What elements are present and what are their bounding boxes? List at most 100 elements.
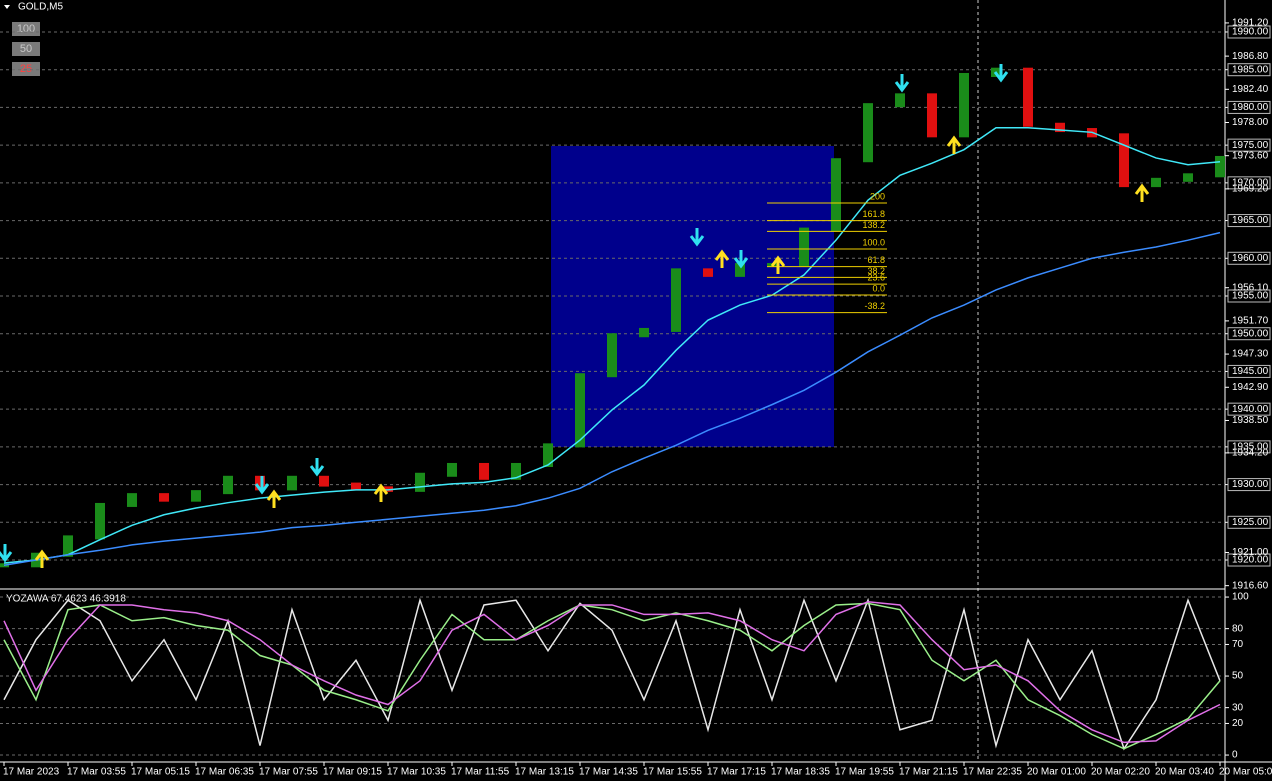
x-tick-label: 17 Mar 19:55 [835,767,894,778]
scale-button[interactable] [12,62,40,76]
x-tick-label: 20 Mar 01:00 [1027,767,1086,778]
fib-label: 200 [870,191,885,201]
x-tick-label: 17 Mar 17:15 [707,767,766,778]
x-tick-label: 17 Mar 18:35 [771,767,830,778]
x-tick-label: 17 Mar 22:35 [963,767,1022,778]
y-tick-label: 50 [1232,671,1244,682]
price-bar [863,103,873,163]
scale-button[interactable] [12,42,40,56]
indicator-line [3,127,1221,564]
price-bar [1023,67,1033,127]
price-bar [959,72,969,138]
price-bar [319,475,329,487]
y-tick-label: 1951.70 [1232,316,1269,327]
price-label-box [1227,214,1271,228]
x-tick-label: 20 Mar 03:40 [1155,767,1214,778]
y-tick-label: 1950.00 [1232,328,1269,339]
scale-button-label[interactable]: 100 [17,23,35,35]
price-bar [511,462,521,480]
y-tick-label: 1985.00 [1232,64,1269,75]
indicator-title: YOZAWA 67.4623 46.3918 [6,594,126,605]
fib-label: 100.0 [862,237,885,247]
price-bar [415,472,425,492]
y-tick-label: 1991.20 [1232,18,1269,29]
x-tick-label: 17 Mar 10:35 [387,767,446,778]
price-bar [1215,155,1225,178]
buy-arrow [946,135,962,154]
y-tick-label: 30 [1232,702,1244,713]
y-tick-label: 1955.00 [1232,291,1269,302]
fib-label: -38.2 [864,301,885,311]
x-tick-label: 17 Mar 07:55 [259,767,318,778]
price-bar [639,327,649,338]
y-tick-label: 1980.00 [1232,102,1269,113]
y-tick-label: 1940.00 [1232,404,1269,415]
sell-arrow [993,64,1009,83]
y-tick-label: 1965.00 [1232,215,1269,226]
x-tick-label: 17 Mar 21:15 [899,767,958,778]
y-tick-label: 1920.00 [1232,555,1269,566]
price-bar [1055,122,1065,133]
indicator-line [3,602,1221,750]
price-bar [927,93,937,138]
y-tick-label: 1930.00 [1232,479,1269,490]
price-label-box [1227,63,1271,77]
x-tick-label: 17 Mar 03:55 [67,767,126,778]
price-label-box [1227,327,1271,341]
price-label-box [1227,553,1271,567]
buy-arrow [34,549,50,568]
price-bar [543,443,553,467]
price-bar [159,493,169,502]
y-tick-label: 0 [1232,750,1238,761]
price-label-box [1227,176,1271,190]
buy-arrow [1134,183,1150,202]
y-tick-label: 1960.00 [1232,253,1269,264]
y-tick-label: 1978.00 [1232,117,1269,128]
price-label-box [1227,364,1271,378]
y-tick-label: 1956.10 [1232,282,1269,293]
fib-label: 61.8 [867,255,885,265]
price-bar [447,462,457,477]
y-tick-label: 1945.00 [1232,366,1269,377]
sell-arrow [894,74,910,93]
sell-arrow [0,544,13,563]
buy-arrow [266,489,282,508]
y-tick-label: 1934.20 [1232,448,1269,459]
price-bar [191,490,201,502]
y-tick-label: 1916.60 [1232,580,1269,591]
menu-triangle[interactable] [4,5,10,9]
price-label-box [1227,100,1271,114]
scale-button-label[interactable]: 25 [20,63,32,75]
price-bar [671,268,681,332]
y-tick-label: 20 [1232,718,1244,729]
price-label-box [1227,402,1271,416]
price-bar [735,263,745,277]
price-label-box [1227,478,1271,492]
price-label-box [1227,251,1271,265]
y-tick-label: 1947.30 [1232,349,1269,360]
scale-button-label[interactable]: 50 [20,43,32,55]
x-tick-label: 20 Mar 02:20 [1091,767,1150,778]
x-tick-label: 17 Mar 09:15 [323,767,382,778]
zone-rectangle [551,146,834,447]
x-tick-label: 17 Mar 05:15 [131,767,190,778]
fib-label: 38.2 [867,266,885,276]
price-label-box [1227,515,1271,529]
scale-button[interactable] [12,22,40,36]
y-tick-label: 80 [1232,623,1244,634]
y-tick-label: 1921.00 [1232,547,1269,558]
price-bar [1183,173,1193,182]
sell-arrow [254,476,270,495]
price-bar [63,535,73,557]
y-tick-label: 1986.80 [1232,51,1269,62]
x-tick-label: 17 Mar 14:35 [579,767,638,778]
price-bar [703,268,713,277]
y-tick-label: 70 [1232,639,1244,650]
price-label-box [1227,289,1271,303]
buy-arrow [373,483,389,502]
fib-label: 161.8 [862,209,885,219]
x-tick-label: 17 Mar 13:15 [515,767,574,778]
x-tick-label: 20 Mar 05:00 [1219,767,1272,778]
sell-arrow [733,250,749,269]
